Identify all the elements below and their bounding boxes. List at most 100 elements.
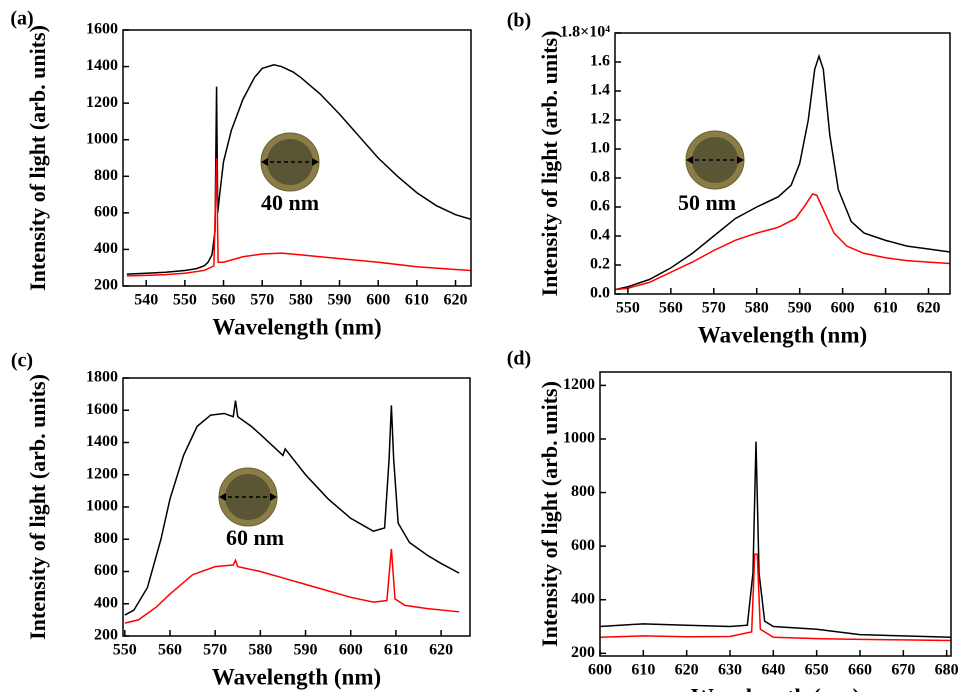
y-tick-label: 1600	[86, 401, 118, 418]
y-tick-label: 200	[571, 644, 595, 661]
x-tick-label: 540	[134, 292, 158, 309]
data-line	[600, 553, 951, 642]
x-tick-label: 610	[874, 300, 898, 317]
x-axis-label: Wavelength (nm)	[212, 314, 381, 339]
data-line	[600, 441, 951, 638]
y-tick-label: 400	[571, 590, 595, 607]
y-tick-label: 1.8×10⁴	[560, 24, 610, 41]
y-tick-label: 0.4	[590, 227, 610, 244]
y-tick-label: 0.8	[590, 169, 610, 186]
x-tick-label: 550	[113, 642, 137, 659]
y-tick-label: 600	[94, 562, 118, 579]
y-axis-label: Intensity of light (arb. units)	[25, 374, 50, 640]
particle-core	[225, 474, 271, 520]
y-tick-label: 1400	[86, 57, 118, 74]
arrow-head	[261, 158, 319, 166]
y-tick-label: 1800	[86, 369, 118, 386]
x-tick-label: 570	[203, 642, 227, 659]
x-tick-label: 570	[250, 292, 274, 309]
x-tick-label: 680	[935, 662, 959, 679]
y-tick-label: 1.6	[590, 53, 610, 70]
y-axis-label: Intensity of light (arb. units)	[537, 381, 562, 647]
x-tick-label: 660	[848, 662, 872, 679]
y-tick-label: 0.6	[590, 198, 610, 215]
panel-label: (b)	[507, 10, 531, 32]
x-tick-label: 550	[616, 300, 640, 317]
x-tick-label: 610	[384, 642, 408, 659]
plot-frame	[122, 29, 472, 287]
x-tick-label: 630	[718, 662, 742, 679]
x-tick-label: 670	[891, 662, 915, 679]
y-tick-label: 1200	[563, 376, 595, 393]
x-tick-label: 560	[212, 292, 236, 309]
data-line	[124, 548, 460, 624]
x-tick-label: 640	[761, 662, 785, 679]
annotation: 40 nm	[261, 190, 319, 215]
y-tick-label: 200	[94, 277, 118, 294]
particle-core	[692, 137, 738, 183]
x-tick-label: 600	[339, 642, 363, 659]
x-tick-label: 560	[659, 300, 683, 317]
x-tick-label: 610	[631, 662, 655, 679]
x-tick-label: 600	[831, 300, 855, 317]
x-tick-label: 600	[588, 662, 612, 679]
x-tick-label: 620	[429, 642, 453, 659]
arrow-head	[219, 493, 277, 501]
y-tick-label: 0.0	[590, 285, 610, 302]
data-line	[615, 193, 950, 291]
y-tick-label: 1.4	[590, 82, 610, 99]
x-tick-label: 580	[248, 642, 272, 659]
x-tick-label: 590	[788, 300, 812, 317]
y-tick-label: 1000	[563, 430, 595, 447]
x-tick-label: 620	[917, 300, 941, 317]
y-axis-label: Intensity of light (arb. units)	[537, 31, 562, 297]
data-line	[124, 400, 460, 616]
y-tick-label: 1200	[86, 94, 118, 111]
x-tick-label: 580	[745, 300, 769, 317]
y-tick-label: 600	[94, 204, 118, 221]
panel-label: (a)	[10, 8, 33, 30]
x-axis-label: Wavelength (nm)	[698, 322, 867, 347]
y-tick-label: 1200	[86, 465, 118, 482]
x-tick-label: 620	[675, 662, 699, 679]
y-tick-label: 800	[94, 530, 118, 547]
y-tick-label: 200	[94, 627, 118, 644]
y-tick-label: 600	[571, 537, 595, 554]
x-axis-label: Wavelength (nm)	[212, 664, 381, 689]
y-tick-label: 1000	[86, 130, 118, 147]
y-tick-label: 800	[94, 167, 118, 184]
y-tick-label: 1.2	[590, 111, 610, 128]
y-tick-label: 1400	[86, 433, 118, 450]
x-tick-label: 560	[158, 642, 182, 659]
x-axis-label: Wavelength (nm)	[691, 684, 860, 692]
x-tick-label: 550	[173, 292, 197, 309]
y-axis-label: Intensity of light (arb. units)	[25, 25, 50, 291]
data-line	[126, 157, 471, 277]
x-tick-label: 620	[444, 292, 468, 309]
x-tick-label: 600	[366, 292, 390, 309]
annotation: 60 nm	[226, 525, 284, 550]
arrow-head	[686, 156, 744, 164]
plot-frame	[614, 32, 951, 295]
plot-frame	[599, 371, 952, 657]
y-tick-label: 1600	[86, 21, 118, 38]
x-tick-label: 610	[405, 292, 429, 309]
x-tick-label: 580	[289, 292, 313, 309]
x-tick-label: 570	[702, 300, 726, 317]
y-tick-label: 800	[571, 483, 595, 500]
annotation: 50 nm	[678, 190, 736, 215]
y-tick-label: 1.0	[590, 140, 610, 157]
data-line	[615, 53, 950, 291]
y-tick-label: 400	[94, 240, 118, 257]
panel-label: (d)	[507, 348, 531, 370]
y-tick-label: 400	[94, 594, 118, 611]
y-tick-label: 1000	[86, 498, 118, 515]
x-tick-label: 590	[328, 292, 352, 309]
x-tick-label: 590	[294, 642, 318, 659]
x-tick-label: 650	[805, 662, 829, 679]
particle-core	[267, 139, 313, 185]
plot-frame	[122, 377, 471, 637]
panel-label: (c)	[11, 350, 33, 372]
data-line	[126, 63, 471, 275]
